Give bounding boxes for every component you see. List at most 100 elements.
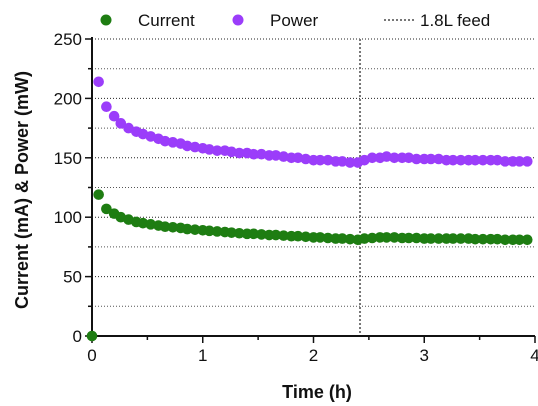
x-axis-title: Time (h) xyxy=(282,382,352,402)
tick-labels: 0 50 100 150 200 250 0 1 2 3 4 xyxy=(54,30,538,365)
axes xyxy=(85,37,536,343)
current-point xyxy=(256,229,267,240)
current-point xyxy=(455,233,467,244)
power-point xyxy=(389,152,400,164)
power-point xyxy=(300,153,312,165)
current-point xyxy=(359,233,370,244)
current-point xyxy=(278,230,289,241)
y-tick-label: 200 xyxy=(54,89,82,108)
power-point xyxy=(492,154,503,166)
power-point xyxy=(93,76,104,88)
current-point xyxy=(211,226,223,237)
power-point xyxy=(425,153,437,165)
current-point xyxy=(433,233,444,244)
current-point xyxy=(270,229,282,241)
power-point xyxy=(381,151,392,162)
current-point xyxy=(322,232,334,244)
current-point xyxy=(226,227,237,238)
power-point xyxy=(499,156,511,167)
current-point xyxy=(314,232,326,243)
y-tick-label: 150 xyxy=(54,149,82,168)
current-point xyxy=(403,232,415,244)
power-point xyxy=(233,147,245,159)
power-point xyxy=(314,154,326,166)
legend-marker-current xyxy=(100,14,112,26)
y-tick-label: 250 xyxy=(54,30,82,49)
y-tick-label: 100 xyxy=(54,208,82,227)
y-tick-label: 0 xyxy=(73,327,82,346)
power-point xyxy=(433,153,444,165)
power-point xyxy=(322,154,334,166)
current-point xyxy=(181,223,193,235)
x-tick-label: 3 xyxy=(420,346,429,365)
current-point xyxy=(344,233,356,245)
power-point xyxy=(514,156,525,167)
power-point xyxy=(366,152,378,164)
power-point xyxy=(189,141,201,153)
power-point xyxy=(256,148,267,160)
current-point xyxy=(292,230,304,242)
current-point xyxy=(86,330,98,342)
current-point xyxy=(300,231,312,243)
current-point xyxy=(499,234,511,246)
y-tick-label: 50 xyxy=(63,268,82,287)
current-point xyxy=(514,234,525,246)
gridlines xyxy=(92,38,535,307)
current-point xyxy=(492,233,503,245)
current-point xyxy=(189,224,201,235)
current-point xyxy=(477,233,489,245)
power-point xyxy=(270,150,282,161)
power-point xyxy=(477,154,489,166)
current-point xyxy=(469,233,481,245)
power-point xyxy=(278,151,289,162)
power-point xyxy=(167,137,179,148)
power-point xyxy=(521,156,533,167)
current-point xyxy=(204,225,215,237)
power-point xyxy=(159,135,171,147)
power-point xyxy=(248,148,259,160)
power-point xyxy=(181,140,193,152)
power-point xyxy=(211,145,223,156)
legend: Current Power 1.8L feed xyxy=(100,11,490,30)
x-tick-label: 0 xyxy=(87,346,96,365)
legend-marker-power xyxy=(232,14,244,26)
power-point xyxy=(469,154,481,166)
x-tick-label: 4 xyxy=(530,346,538,365)
legend-label-current: Current xyxy=(138,11,195,30)
power-point xyxy=(108,110,120,122)
power-point xyxy=(411,153,422,165)
x-tick-label: 2 xyxy=(309,346,318,365)
current-point xyxy=(447,233,459,244)
current-point xyxy=(233,227,245,239)
current-point xyxy=(336,233,348,244)
power-point xyxy=(344,157,356,168)
power-point xyxy=(292,152,304,164)
x-tick-label: 1 xyxy=(198,346,207,365)
current-point xyxy=(381,232,392,243)
power-point xyxy=(115,118,127,129)
current-point xyxy=(411,232,422,244)
power-point xyxy=(447,154,459,166)
power-point xyxy=(336,156,348,167)
current-point xyxy=(389,232,400,243)
data-points xyxy=(86,76,533,342)
power-point xyxy=(226,146,237,158)
current-point xyxy=(521,234,533,246)
legend-label-feed: 1.8L feed xyxy=(420,11,490,30)
current-point xyxy=(93,189,104,200)
current-point xyxy=(167,221,179,233)
power-point xyxy=(403,152,415,164)
current-point xyxy=(425,233,437,244)
current-point xyxy=(366,232,378,244)
current-point xyxy=(137,217,149,229)
y-axis-title: Current (mA) & Power (mW) xyxy=(12,71,32,309)
current-point xyxy=(101,203,112,215)
power-point xyxy=(101,101,112,113)
power-point xyxy=(204,144,215,155)
current-point xyxy=(145,219,156,230)
current-point xyxy=(159,221,171,233)
current-point xyxy=(248,228,259,240)
power-point xyxy=(455,154,467,166)
legend-label-power: Power xyxy=(270,11,319,30)
